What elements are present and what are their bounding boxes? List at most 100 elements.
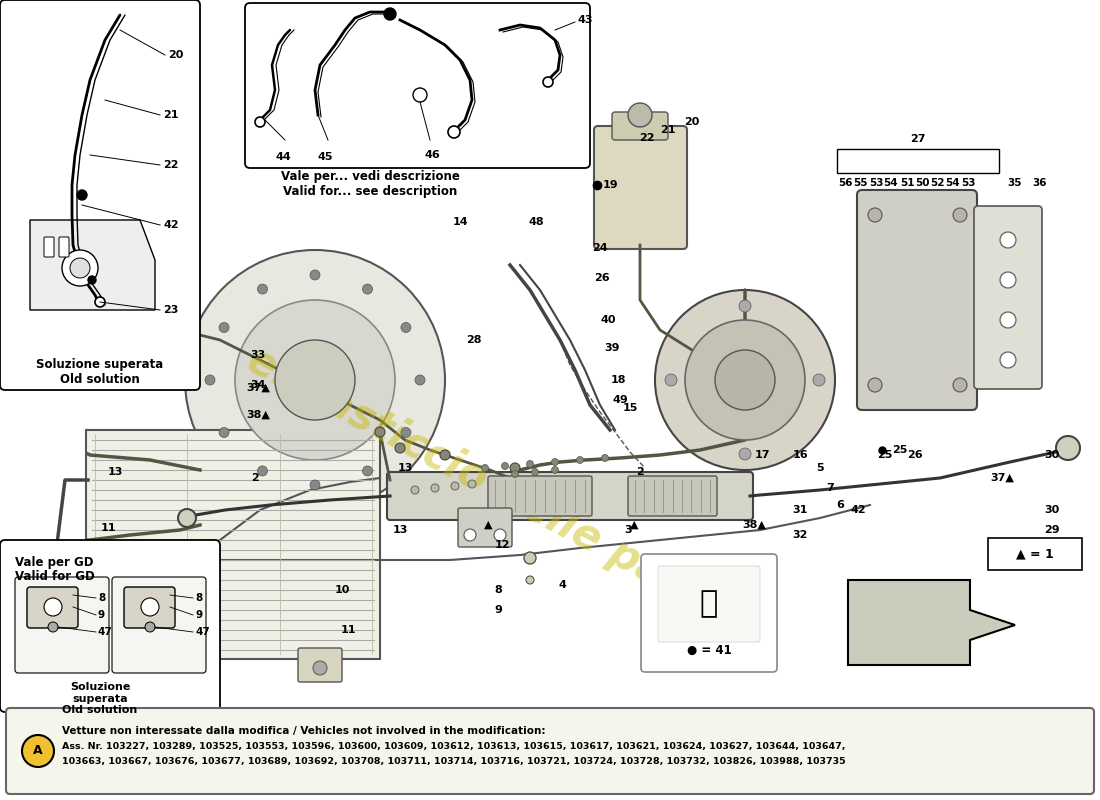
- Circle shape: [468, 480, 476, 488]
- Circle shape: [1000, 272, 1016, 288]
- Circle shape: [953, 378, 967, 392]
- Text: 11: 11: [340, 625, 355, 635]
- Text: 14: 14: [452, 217, 468, 227]
- Text: 18: 18: [610, 375, 626, 385]
- Circle shape: [22, 735, 54, 767]
- Text: 42: 42: [850, 505, 866, 515]
- Circle shape: [255, 117, 265, 127]
- Circle shape: [576, 457, 583, 463]
- Text: 35: 35: [1008, 178, 1022, 188]
- Circle shape: [953, 208, 967, 222]
- Text: 54: 54: [945, 178, 959, 188]
- Circle shape: [510, 463, 520, 473]
- Circle shape: [512, 470, 518, 478]
- Text: el pasticcio delle parti: el pasticcio delle parti: [240, 339, 720, 621]
- FancyBboxPatch shape: [44, 237, 54, 257]
- FancyBboxPatch shape: [641, 554, 777, 672]
- Circle shape: [543, 77, 553, 87]
- Text: 2: 2: [636, 467, 644, 477]
- Text: 44: 44: [275, 152, 290, 162]
- Text: 47: 47: [98, 627, 112, 637]
- Text: 4: 4: [558, 580, 565, 590]
- FancyBboxPatch shape: [0, 540, 220, 712]
- Text: 50: 50: [915, 178, 930, 188]
- FancyBboxPatch shape: [15, 577, 109, 673]
- Text: Soluzione
superata
Old solution: Soluzione superata Old solution: [63, 682, 138, 715]
- Text: 37▲: 37▲: [990, 473, 1014, 483]
- Circle shape: [431, 484, 439, 492]
- Circle shape: [415, 375, 425, 385]
- Circle shape: [363, 284, 373, 294]
- Circle shape: [502, 462, 508, 470]
- Text: 10: 10: [334, 585, 350, 595]
- Text: 9: 9: [494, 605, 502, 615]
- Text: 9: 9: [195, 610, 202, 620]
- Text: 55: 55: [852, 178, 867, 188]
- Text: 42: 42: [163, 220, 178, 230]
- Text: 53: 53: [960, 178, 976, 188]
- Circle shape: [412, 88, 427, 102]
- Text: 13: 13: [393, 525, 408, 535]
- FancyBboxPatch shape: [298, 648, 342, 682]
- Circle shape: [363, 466, 373, 476]
- Text: 49: 49: [612, 395, 628, 405]
- Text: A: A: [33, 745, 43, 758]
- Text: 29: 29: [1044, 525, 1059, 535]
- Circle shape: [524, 552, 536, 564]
- FancyBboxPatch shape: [594, 126, 688, 249]
- Text: 2: 2: [251, 473, 258, 483]
- Text: 8: 8: [494, 585, 502, 595]
- Text: 56: 56: [838, 178, 853, 188]
- Circle shape: [375, 427, 385, 437]
- FancyBboxPatch shape: [112, 577, 206, 673]
- FancyBboxPatch shape: [28, 587, 78, 628]
- Text: 39: 39: [604, 343, 619, 353]
- Text: Valid for GD: Valid for GD: [15, 570, 95, 583]
- Text: 30: 30: [1044, 450, 1059, 460]
- Text: 45: 45: [317, 152, 332, 162]
- Text: 20: 20: [684, 117, 700, 127]
- Text: 38▲: 38▲: [742, 520, 766, 530]
- Text: 47: 47: [195, 627, 210, 637]
- Circle shape: [62, 250, 98, 286]
- Circle shape: [395, 443, 405, 453]
- Circle shape: [77, 190, 87, 200]
- Text: 26: 26: [908, 450, 923, 460]
- FancyBboxPatch shape: [658, 566, 760, 642]
- Circle shape: [551, 458, 559, 466]
- Circle shape: [314, 661, 327, 675]
- Text: 11: 11: [100, 523, 116, 533]
- Text: 22: 22: [163, 160, 178, 170]
- FancyBboxPatch shape: [118, 648, 162, 682]
- Text: Valid for... see description: Valid for... see description: [283, 185, 458, 198]
- Circle shape: [602, 454, 608, 462]
- Circle shape: [400, 322, 411, 333]
- Text: 26: 26: [594, 273, 609, 283]
- Circle shape: [451, 482, 459, 490]
- Circle shape: [178, 509, 196, 527]
- FancyBboxPatch shape: [6, 708, 1094, 794]
- Circle shape: [1056, 436, 1080, 460]
- Text: 3: 3: [624, 525, 631, 535]
- Circle shape: [310, 270, 320, 280]
- Text: 15: 15: [623, 403, 638, 413]
- Text: 22: 22: [639, 133, 654, 143]
- Text: 54: 54: [883, 178, 899, 188]
- Circle shape: [813, 374, 825, 386]
- Text: 19: 19: [603, 180, 618, 190]
- Text: 5: 5: [816, 463, 824, 473]
- Text: 48: 48: [528, 217, 543, 227]
- FancyBboxPatch shape: [387, 472, 754, 520]
- FancyBboxPatch shape: [857, 190, 977, 410]
- Text: 25: 25: [878, 450, 893, 460]
- Circle shape: [1000, 232, 1016, 248]
- Text: 31: 31: [792, 505, 807, 515]
- Circle shape: [141, 598, 160, 616]
- Text: 36: 36: [1033, 178, 1047, 188]
- Circle shape: [310, 480, 320, 490]
- Circle shape: [739, 448, 751, 460]
- Text: 52: 52: [930, 178, 944, 188]
- Text: 103663, 103667, 103676, 103677, 103689, 103692, 103708, 103711, 103714, 103716, : 103663, 103667, 103676, 103677, 103689, …: [62, 757, 846, 766]
- Circle shape: [185, 250, 446, 510]
- Text: Ass. Nr. 103227, 103289, 103525, 103553, 103596, 103600, 103609, 103612, 103613,: Ass. Nr. 103227, 103289, 103525, 103553,…: [62, 742, 846, 751]
